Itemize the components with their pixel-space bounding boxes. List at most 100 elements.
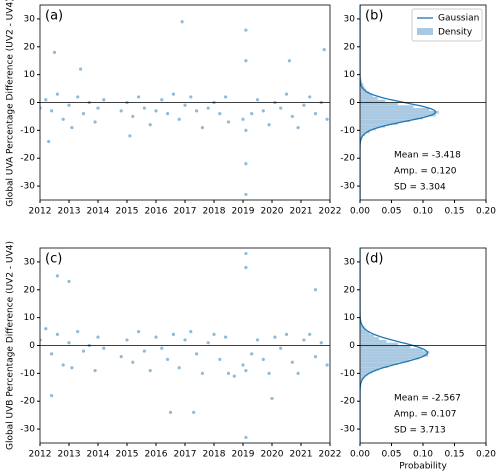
point — [267, 123, 271, 127]
y-tick-label: -10 — [340, 126, 355, 136]
y-tick-label: -30 — [340, 182, 355, 192]
x-tick-label: 0.20 — [476, 450, 496, 460]
point — [206, 106, 210, 110]
point — [244, 251, 248, 256]
point — [50, 394, 54, 398]
point — [270, 396, 274, 401]
point — [313, 112, 318, 116]
point — [284, 92, 289, 96]
x-tick-label: 0.15 — [444, 450, 464, 460]
x-tick-label: 2012 — [29, 450, 52, 460]
point — [177, 366, 181, 370]
x-tick-label: 2022 — [319, 207, 342, 217]
point — [195, 352, 199, 356]
hist-bar — [360, 351, 430, 354]
hist-bar — [360, 326, 365, 329]
y-tick-label: -20 — [340, 154, 355, 164]
hist-bar — [360, 331, 370, 335]
point — [255, 98, 260, 102]
point — [244, 59, 248, 63]
point — [226, 120, 231, 124]
y-tick-label: -20 — [20, 154, 35, 164]
hist-bar — [360, 91, 369, 95]
point — [180, 20, 184, 24]
panel: 0.00 0.05 0.10 0.15 0.20 -30 -20 -10 0 10 20 30 Mean… — [340, 247, 496, 472]
point — [244, 128, 248, 132]
point — [154, 109, 158, 113]
point — [250, 352, 254, 356]
hist-bar — [360, 110, 439, 114]
point — [308, 332, 312, 336]
point — [44, 327, 48, 331]
point — [154, 335, 158, 339]
x-tick-label: 0.20 — [476, 207, 496, 217]
point — [261, 357, 265, 362]
x-tick-label: 2015 — [116, 207, 139, 217]
x-tick-label: 2020 — [261, 207, 284, 217]
point — [93, 368, 97, 373]
hist-bar — [360, 88, 367, 92]
hist-bar — [360, 113, 436, 117]
point — [183, 103, 187, 107]
point — [267, 371, 271, 375]
point — [131, 360, 135, 364]
x-tick-label: 2012 — [29, 207, 52, 217]
x-axis-label: Probability — [399, 462, 447, 472]
point — [218, 112, 222, 116]
point — [290, 114, 294, 119]
point — [296, 125, 300, 130]
hist-bar — [360, 342, 398, 346]
x-tick-label: 2018 — [203, 207, 226, 217]
y-tick-label: -20 — [20, 397, 35, 407]
point — [183, 338, 187, 342]
x-tick-label: 0.00 — [350, 450, 370, 460]
point — [224, 335, 228, 339]
point — [325, 363, 329, 367]
point — [70, 125, 74, 130]
hist-bar — [360, 345, 411, 349]
frame — [39, 247, 331, 444]
point — [273, 335, 277, 339]
annotation: SD = 3.713 — [394, 426, 446, 436]
x-tick-label: 2017 — [174, 207, 197, 217]
point — [55, 92, 60, 96]
hist-bar — [360, 116, 423, 120]
point — [244, 265, 248, 270]
y-tick-label: 20 — [24, 42, 36, 52]
point — [212, 332, 216, 336]
y-tick-label: -10 — [20, 126, 35, 136]
y-tick-label: 10 — [24, 313, 36, 323]
hist-bar — [360, 376, 365, 379]
hist-bar — [360, 337, 379, 340]
data-layer — [40, 251, 329, 440]
point — [148, 123, 152, 127]
point — [302, 338, 306, 342]
y-tick-label: -30 — [20, 182, 35, 192]
point — [142, 349, 146, 353]
x-tick-label: 0.10 — [413, 450, 433, 460]
x-tick-label: 2017 — [174, 450, 197, 460]
hist-bar — [360, 356, 420, 360]
panel-label: (c) — [45, 252, 62, 267]
y-axis-label: Global UVB Percentage Difference (UV2 - … — [6, 241, 16, 450]
y-tick-label: -30 — [340, 425, 355, 435]
panel-label: (a) — [45, 9, 63, 24]
point — [50, 352, 54, 356]
y-tick-label: 0 — [29, 341, 35, 351]
point — [226, 371, 231, 375]
hist-bar — [360, 367, 379, 371]
point — [313, 288, 318, 292]
point — [131, 114, 135, 119]
legend-label: Gaussian — [438, 14, 479, 24]
point — [244, 368, 248, 373]
hist-bar — [360, 94, 373, 97]
panel: 0.00 0.05 0.10 0.15 0.20 -30 -20 -10 0 10 20 30 Mean… — [340, 4, 496, 217]
point — [206, 341, 210, 345]
x-tick-label: 0.05 — [381, 207, 401, 217]
y-tick-label: -20 — [340, 397, 355, 407]
point — [200, 125, 204, 130]
hist-bar — [360, 334, 374, 338]
x-tick-label: 2022 — [319, 450, 342, 460]
point — [218, 357, 222, 362]
point — [102, 98, 106, 102]
